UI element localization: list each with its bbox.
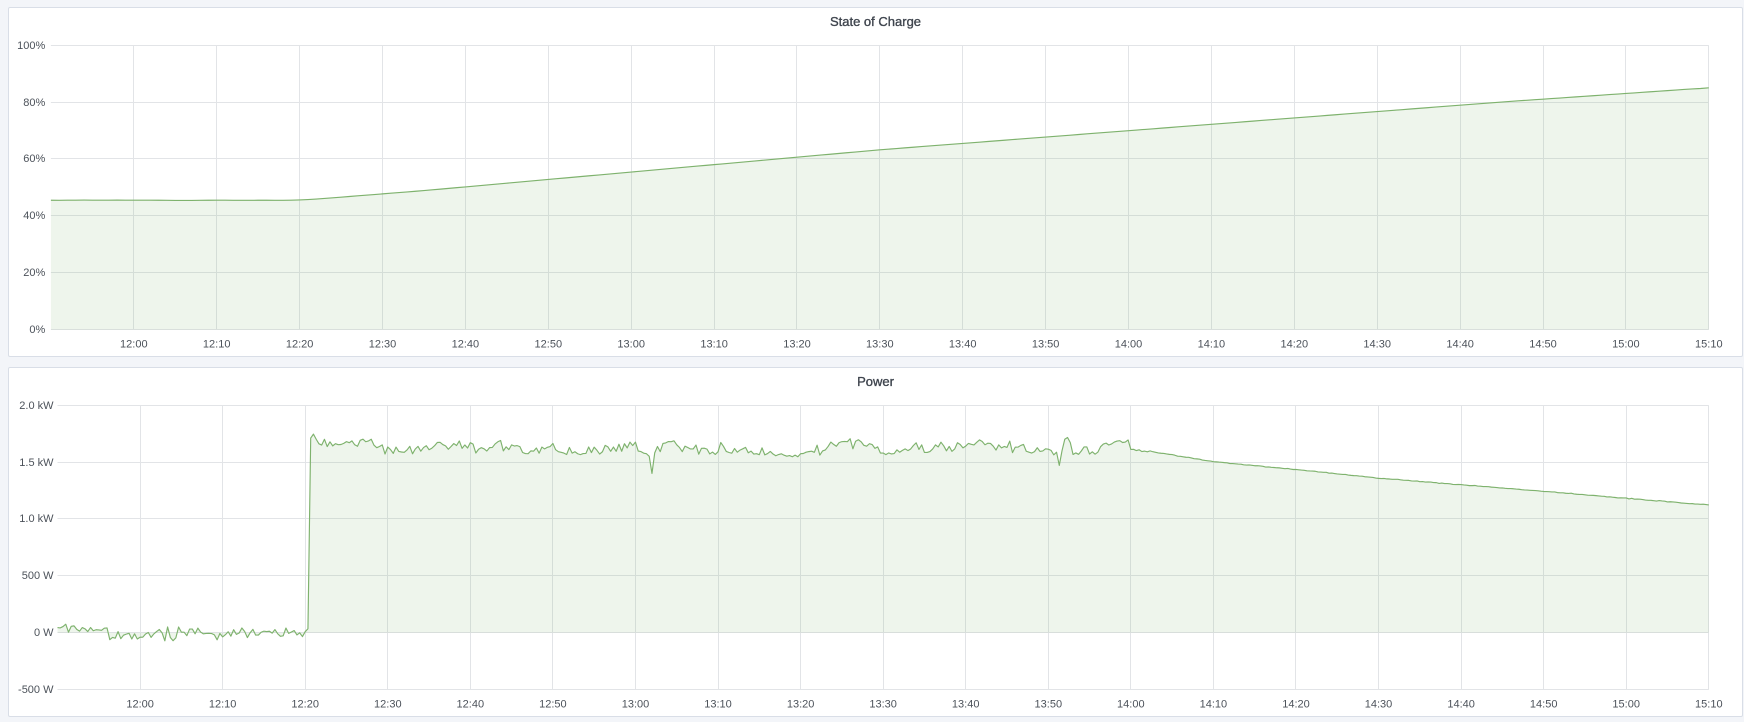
svg-text:12:10: 12:10 [202, 339, 230, 351]
svg-text:12:00: 12:00 [126, 699, 154, 711]
svg-text:13:50: 13:50 [1034, 699, 1062, 711]
svg-text:12:20: 12:20 [291, 699, 319, 711]
svg-text:12:50: 12:50 [539, 699, 567, 711]
svg-text:15:00: 15:00 [1612, 339, 1640, 351]
svg-text:13:40: 13:40 [951, 699, 979, 711]
svg-text:80%: 80% [23, 97, 45, 109]
svg-text:13:20: 13:20 [783, 339, 811, 351]
svg-text:12:30: 12:30 [374, 699, 402, 711]
svg-text:13:40: 13:40 [948, 339, 976, 351]
svg-text:15:00: 15:00 [1612, 699, 1640, 711]
svg-text:12:00: 12:00 [120, 339, 148, 351]
svg-text:14:30: 14:30 [1363, 339, 1391, 351]
svg-text:15:10: 15:10 [1695, 699, 1723, 711]
svg-text:14:00: 14:00 [1114, 339, 1142, 351]
svg-text:13:30: 13:30 [869, 699, 897, 711]
svg-text:13:00: 13:00 [621, 699, 649, 711]
svg-text:12:40: 12:40 [451, 339, 479, 351]
svg-text:14:20: 14:20 [1282, 699, 1310, 711]
svg-text:14:10: 14:10 [1199, 699, 1227, 711]
svg-text:60%: 60% [23, 153, 45, 165]
svg-text:0 W: 0 W [33, 627, 53, 639]
svg-text:14:30: 14:30 [1364, 699, 1392, 711]
svg-text:State of Charge: State of Charge [829, 14, 920, 29]
svg-text:14:50: 14:50 [1529, 339, 1557, 351]
svg-text:14:20: 14:20 [1280, 339, 1308, 351]
svg-text:14:40: 14:40 [1446, 339, 1474, 351]
svg-text:12:20: 12:20 [285, 339, 313, 351]
svg-text:500 W: 500 W [21, 570, 53, 582]
svg-text:12:40: 12:40 [456, 699, 484, 711]
svg-text:1.5 kW: 1.5 kW [19, 457, 54, 469]
svg-text:12:50: 12:50 [534, 339, 562, 351]
svg-text:12:10: 12:10 [208, 699, 236, 711]
svg-text:Power: Power [857, 374, 895, 389]
svg-text:13:00: 13:00 [617, 339, 645, 351]
svg-text:13:10: 13:10 [700, 339, 728, 351]
svg-text:12:30: 12:30 [368, 339, 396, 351]
svg-text:13:20: 13:20 [786, 699, 814, 711]
svg-text:13:50: 13:50 [1031, 339, 1059, 351]
svg-text:13:30: 13:30 [866, 339, 894, 351]
svg-text:100%: 100% [17, 40, 45, 52]
svg-text:14:10: 14:10 [1197, 339, 1225, 351]
svg-text:0%: 0% [29, 324, 45, 336]
svg-text:13:10: 13:10 [704, 699, 732, 711]
svg-text:40%: 40% [23, 210, 45, 222]
svg-text:15:10: 15:10 [1695, 339, 1723, 351]
svg-text:20%: 20% [23, 267, 45, 279]
svg-text:1.0 kW: 1.0 kW [19, 513, 54, 525]
svg-text:2.0 kW: 2.0 kW [19, 400, 54, 412]
svg-text:14:50: 14:50 [1529, 699, 1557, 711]
svg-text:14:00: 14:00 [1117, 699, 1145, 711]
svg-text:-500 W: -500 W [18, 684, 54, 696]
svg-text:14:40: 14:40 [1447, 699, 1475, 711]
